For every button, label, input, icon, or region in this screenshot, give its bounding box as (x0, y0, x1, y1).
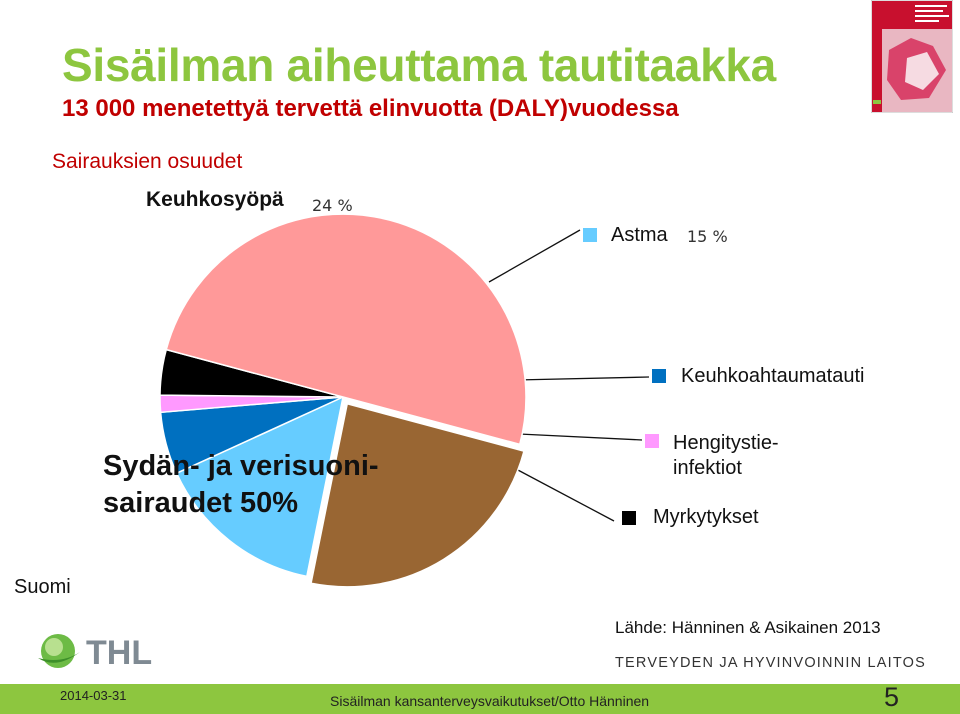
legend-label-copd: Keuhkoahtaumatauti (681, 365, 865, 387)
report-cover-image (871, 0, 953, 113)
legend-swatch-poisoning (622, 511, 636, 525)
data-label-asthma: 15 % (687, 227, 728, 246)
institute-name: TERVEYDEN JA HYVINVOINNIN LAITOS (615, 655, 927, 671)
thl-logo-text: THL (86, 634, 152, 672)
leader-line-asthma (488, 229, 581, 283)
legend-swatch-respiratory (645, 434, 659, 448)
slide-title: Sisäilman aiheuttama tautitaakka (62, 39, 776, 91)
country-label: Suomi (14, 576, 71, 598)
page-number: 5 (884, 682, 900, 712)
leader-line-respiratory (518, 433, 643, 441)
data-label-lung-cancer: 24 % (312, 196, 353, 215)
label-lung-cancer: Keuhkosyöpä (146, 188, 284, 211)
legend-label-poisoning: Myrkytykset (653, 506, 759, 528)
slide-subtitle: 13 000 menetettyä tervettä elinvuotta (D… (62, 95, 679, 122)
pie-slice-lung-cancer (310, 402, 525, 588)
footer-bar (0, 684, 960, 714)
footer-text: Sisäilman kansanterveysvaikutukset/Otto … (330, 693, 650, 709)
thl-logo: THL (38, 634, 152, 672)
source-citation: Lähde: Hänninen & Asikainen 2013 (615, 618, 881, 637)
legend-swatch-copd (652, 369, 666, 383)
pie-slice-asthma (175, 395, 345, 578)
label-cardiovascular: Sydän- ja verisuoni- sairaudet 50% (103, 450, 379, 519)
footer-date: 2014-03-31 (60, 688, 127, 703)
legend-swatch-asthma (583, 228, 597, 242)
chart-title: Sairauksien osuudet (52, 150, 243, 173)
leader-line-poisoning (515, 468, 615, 522)
legend-label-respiratory: Hengitystie- infektiot (673, 432, 779, 479)
leader-line-copd (515, 376, 650, 381)
legend-label-asthma: Astma (611, 224, 668, 246)
pie-slice-cardiovascular (165, 213, 527, 446)
